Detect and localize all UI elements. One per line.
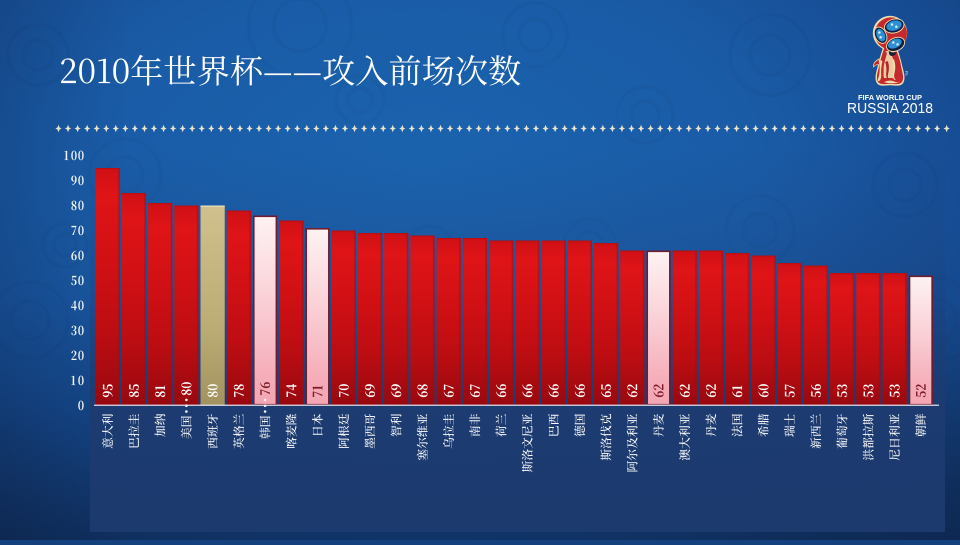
- svg-text:RUSSIA 2018: RUSSIA 2018: [847, 100, 933, 117]
- svg-text:FIFA WORLD CUP: FIFA WORLD CUP: [858, 93, 922, 102]
- svg-text:TM: TM: [905, 71, 909, 76]
